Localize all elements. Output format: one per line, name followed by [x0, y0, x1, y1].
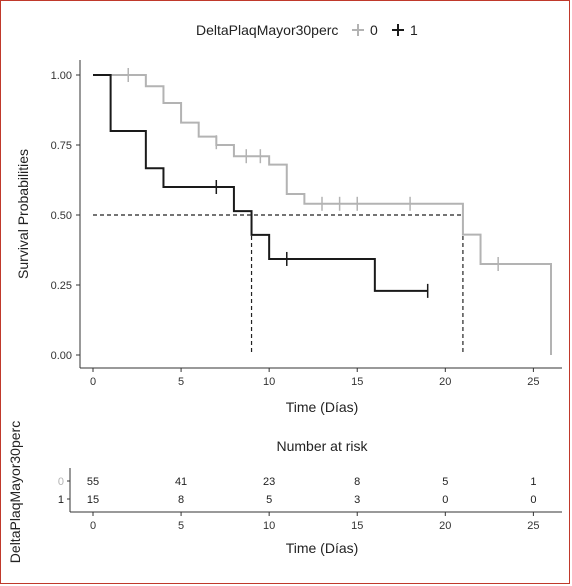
x-axis-label: Time (Días): [286, 399, 359, 415]
risk-count: 8: [178, 494, 184, 506]
y-tick-label: 0.25: [51, 280, 72, 292]
survival-curve-group-1: [93, 74, 428, 292]
legend-label-1: 1: [410, 22, 418, 38]
risk-x-tick-label: 10: [263, 520, 275, 532]
risk-count: 15: [87, 494, 99, 506]
risk-count: 55: [87, 476, 99, 488]
risk-count: 8: [354, 476, 360, 488]
x-tick-label: 15: [351, 376, 363, 388]
legend-title: DeltaPlaqMayor30perc: [196, 22, 338, 38]
risk-x-tick-label: 15: [351, 520, 363, 532]
risk-x-tick-label: 20: [439, 520, 451, 532]
risk-count: 41: [175, 476, 187, 488]
risk-table-x-label: Time (Días): [286, 540, 359, 556]
y-axis-label: Survival Probabilities: [15, 149, 31, 279]
risk-table-title: Number at risk: [276, 438, 368, 454]
x-tick-label: 0: [90, 376, 96, 388]
risk-count: 1: [530, 476, 536, 488]
risk-count: 3: [354, 494, 360, 506]
risk-count: 5: [266, 494, 272, 506]
risk-count: 5: [442, 476, 448, 488]
y-tick-label: 0.50: [51, 210, 72, 222]
risk-table-y-label: DeltaPlaqMayor30perc: [7, 421, 23, 563]
x-tick-label: 20: [439, 376, 451, 388]
risk-x-tick-label: 5: [178, 520, 184, 532]
risk-count: 23: [263, 476, 275, 488]
risk-count: 0: [442, 494, 448, 506]
x-tick-label: 25: [527, 376, 539, 388]
legend-label-0: 0: [370, 22, 378, 38]
km-plot-area: 0.00 0.25 0.50 0.75 1.00 0 5 10 15 20 25: [51, 60, 562, 388]
risk-row-group-label: 1: [58, 494, 64, 506]
y-tick-label: 0.75: [51, 140, 72, 152]
risk-row-group-label: 0: [58, 476, 64, 488]
x-tick-label: 10: [263, 376, 275, 388]
survival-curve-group-0: [93, 74, 552, 355]
risk-count: 0: [530, 494, 536, 506]
x-tick-label: 5: [178, 376, 184, 388]
risk-x-tick-label: 25: [527, 520, 539, 532]
y-tick-label: 1.00: [51, 70, 72, 82]
risk-x-tick-label: 0: [90, 520, 96, 532]
y-tick-label: 0.00: [51, 350, 72, 362]
risk-table: 0 55 41 23 8 5 1 1 15 8 5 3 0 0 0 5 10 15 20 25: [58, 468, 562, 532]
